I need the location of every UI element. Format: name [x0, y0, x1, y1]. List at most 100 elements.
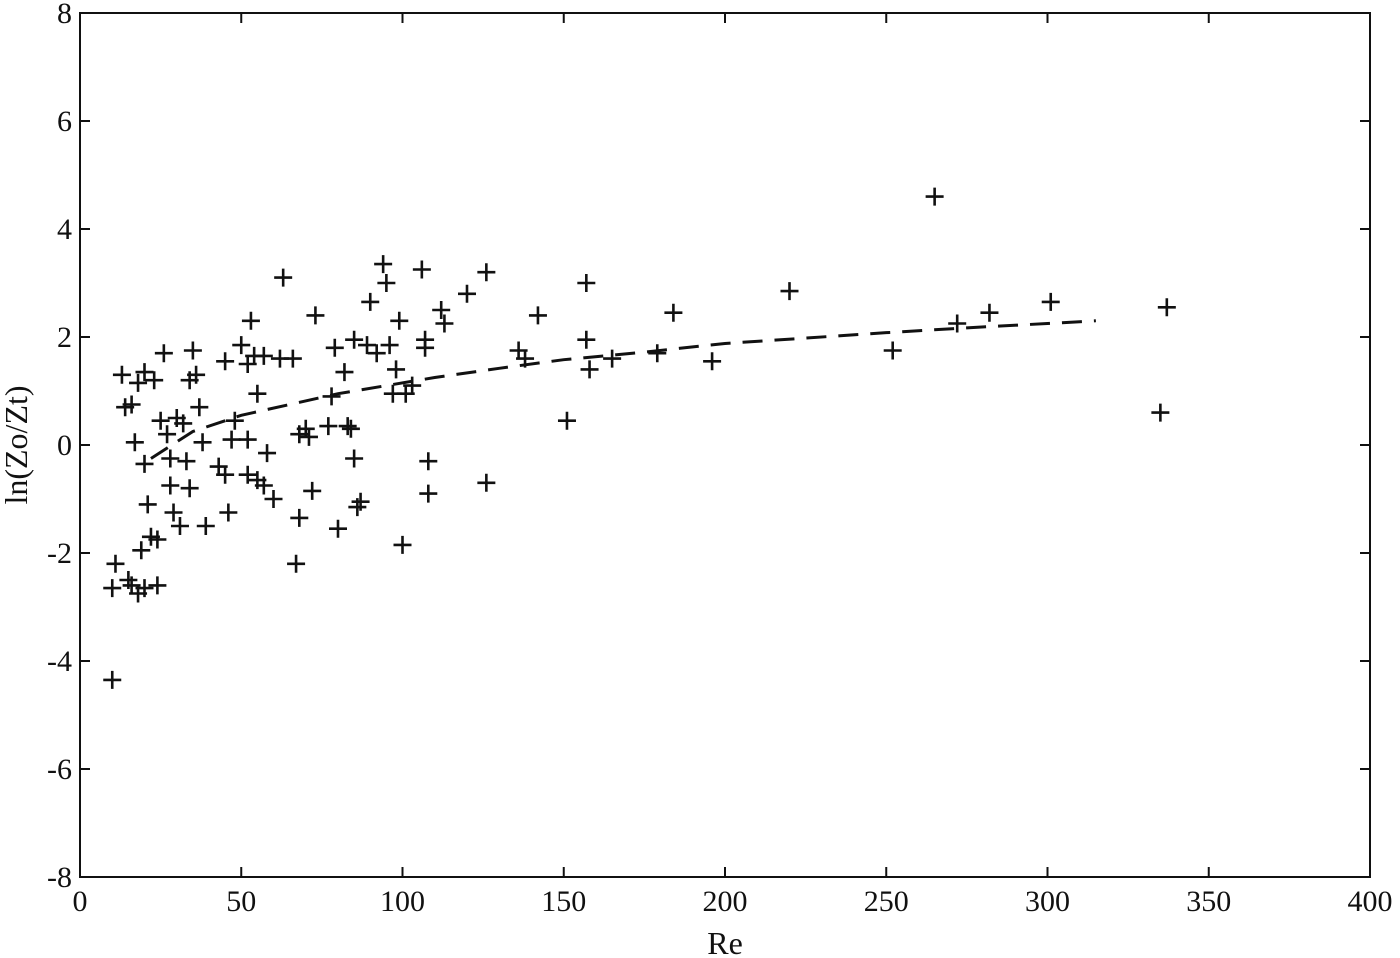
data-point: [225, 411, 244, 430]
data-point: [435, 314, 454, 333]
y-tick-label: -2: [47, 537, 72, 570]
data-point: [703, 352, 722, 371]
data-point: [432, 301, 451, 319]
y-tick-label: -8: [47, 861, 72, 894]
data-point: [948, 314, 967, 333]
x-tick-label: 150: [541, 885, 586, 918]
data-point: [403, 376, 422, 395]
x-tick-label: 400: [1348, 885, 1393, 918]
data-point: [1157, 298, 1176, 317]
data-point: [580, 360, 599, 379]
data-point: [419, 484, 438, 503]
data-point: [238, 465, 257, 484]
data-point: [325, 338, 344, 357]
data-point: [103, 579, 122, 598]
data-point: [319, 417, 338, 436]
x-tick-label: 0: [73, 885, 88, 918]
data-point: [883, 341, 902, 360]
plot-frame: [79, 12, 1371, 878]
data-point: [196, 517, 215, 535]
data-point: [254, 476, 273, 495]
y-tick-label: 4: [57, 213, 72, 246]
data-point: [925, 187, 944, 206]
data-point: [557, 411, 576, 430]
data-point: [296, 419, 315, 438]
data-point: [980, 303, 999, 322]
data-point: [374, 255, 393, 274]
data-point: [1151, 403, 1170, 422]
y-tick-label: 8: [57, 0, 72, 30]
x-tick-label: 250: [864, 885, 909, 918]
data-point: [216, 352, 235, 371]
x-tick-label: 200: [703, 885, 748, 918]
data-point: [338, 417, 357, 436]
x-tick-label: 350: [1186, 885, 1231, 918]
data-point: [306, 306, 325, 325]
data-point: [577, 330, 596, 349]
y-axis-label: ln(Zo/Zt): [0, 385, 34, 504]
data-point: [345, 449, 364, 468]
data-point: [193, 433, 212, 452]
data-point: [283, 349, 302, 368]
data-point: [412, 260, 431, 279]
x-axis: 0 50 100 150 200 250 300 350 400: [73, 13, 1393, 918]
data-point: [477, 263, 496, 282]
data-point: [216, 465, 235, 484]
data-point: [145, 371, 164, 390]
data-point: [477, 473, 496, 492]
data-point: [135, 363, 154, 382]
data-point: [416, 338, 435, 357]
data-point: [106, 554, 125, 573]
data-point: [258, 444, 277, 463]
data-point: [345, 330, 364, 349]
data-point: [516, 349, 535, 368]
data-point: [122, 395, 141, 414]
data-point: [248, 384, 267, 403]
data-point: [158, 425, 177, 444]
data-point: [1041, 292, 1060, 311]
x-tick-label: 50: [226, 885, 256, 918]
y-axis: -8 -6 -4 -2 0 2 4 6 8: [47, 0, 1370, 894]
data-point: [341, 419, 360, 438]
y-tick-label: 0: [57, 429, 72, 462]
data-point: [664, 303, 683, 322]
data-point: [112, 365, 131, 384]
y-tick-label: -6: [47, 753, 72, 786]
y-tick-label: 6: [57, 105, 72, 138]
data-point: [393, 535, 412, 554]
data-point: [303, 481, 322, 500]
data-point: [103, 670, 122, 689]
data-point: [177, 452, 196, 471]
data-point: [161, 476, 180, 495]
data-point: [138, 495, 157, 514]
data-point: [780, 282, 799, 301]
data-point: [129, 373, 148, 392]
data-point: [648, 344, 667, 363]
data-point: [387, 360, 406, 379]
data-point: [132, 541, 151, 560]
data-point: [241, 311, 260, 330]
data-point: [419, 452, 438, 471]
data-point: [458, 284, 476, 303]
data-point: [254, 346, 273, 365]
data-point: [287, 554, 306, 573]
data-point: [135, 454, 154, 473]
data-point: [222, 430, 241, 449]
data-point: [190, 398, 209, 417]
data-point: [148, 530, 167, 549]
data-point: [274, 268, 293, 287]
fit-line-layer: [150, 319, 1096, 460]
data-point: [390, 311, 409, 330]
x-tick-label: 100: [380, 885, 425, 918]
data-point: [377, 274, 396, 292]
data-point: [290, 508, 309, 527]
data-point: [161, 449, 180, 468]
data-point: [380, 336, 399, 355]
data-point: [219, 503, 238, 522]
data-point: [232, 336, 251, 355]
y-tick-label: 2: [57, 321, 72, 354]
data-point: [299, 427, 318, 446]
data-point: [603, 349, 622, 368]
data-point: [335, 363, 354, 382]
